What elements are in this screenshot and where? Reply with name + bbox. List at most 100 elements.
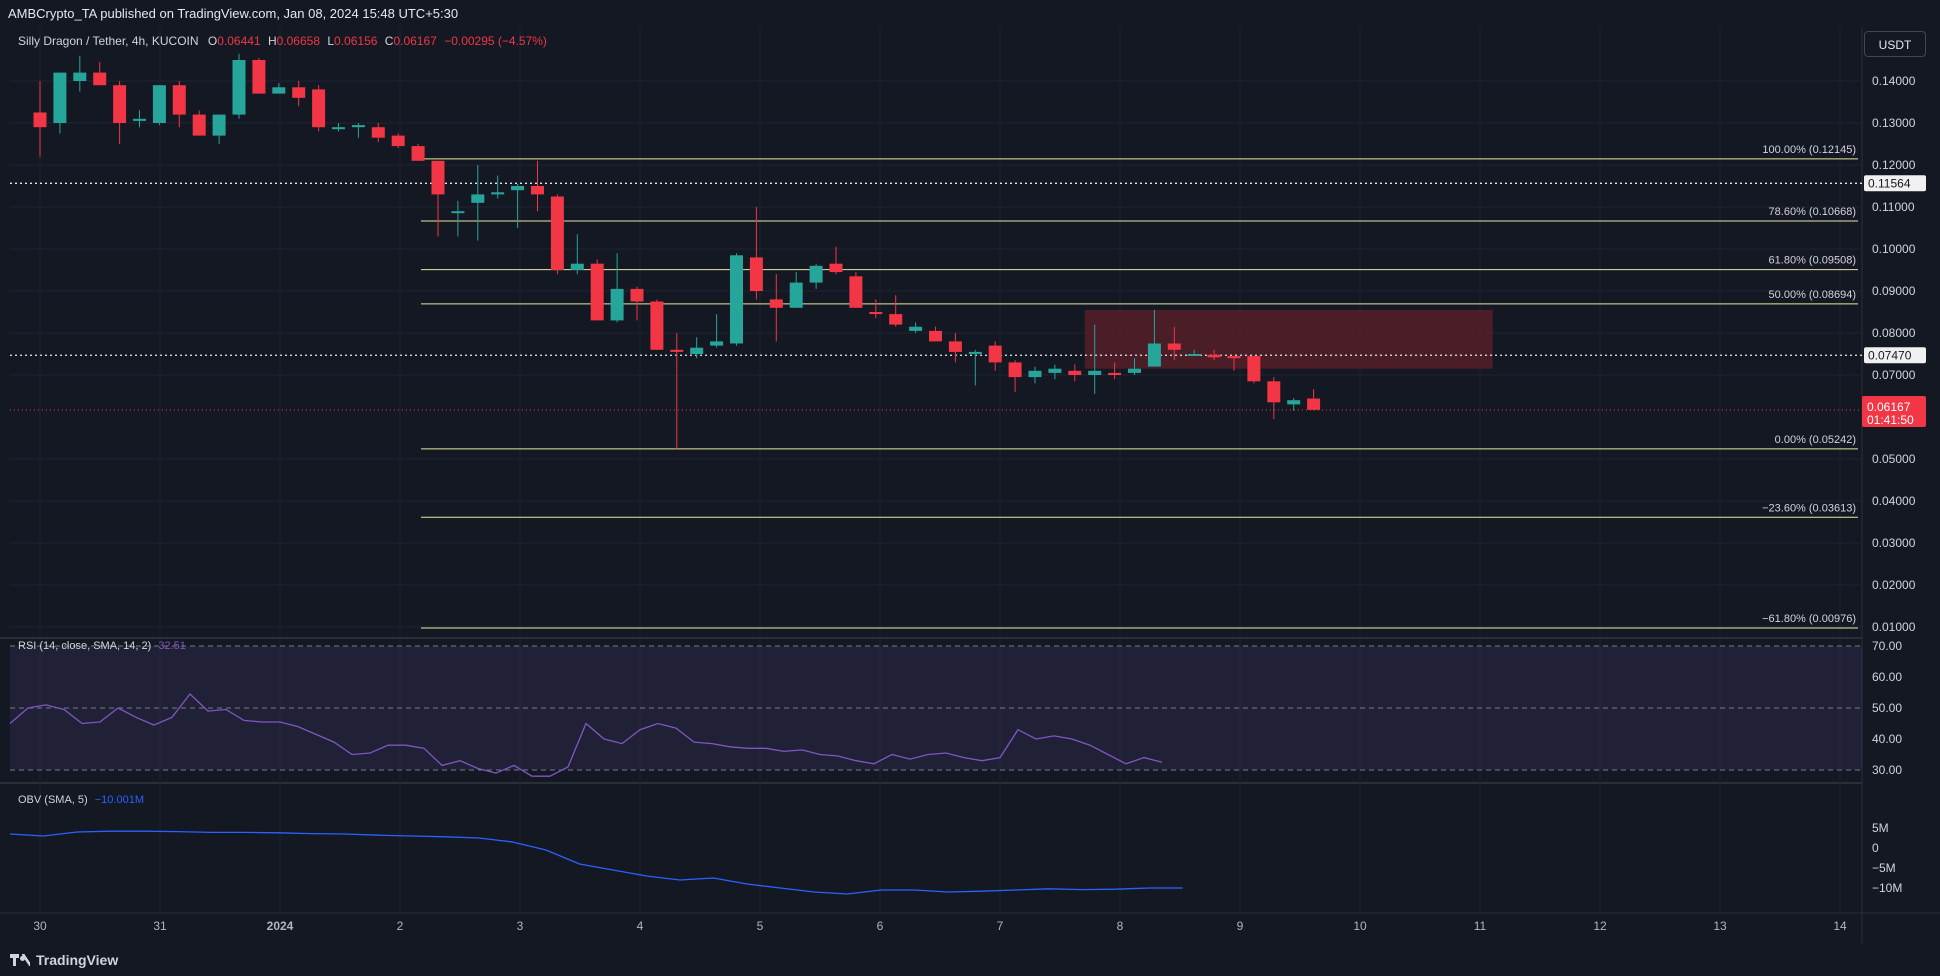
candle-body <box>968 351 982 354</box>
time-tick-label: 9 <box>1237 919 1244 933</box>
fib-level-label: 50.00% (0.08694) <box>1769 289 1856 301</box>
candle-body <box>471 194 485 203</box>
candle-body <box>1307 398 1321 410</box>
candle-body <box>809 265 823 283</box>
candle-body <box>511 186 525 191</box>
candle-body <box>1088 370 1102 375</box>
candle-body <box>491 192 505 195</box>
rsi-pane <box>9 645 1862 777</box>
candle-body <box>152 85 166 123</box>
fib-level-label: −61.80% (0.00976) <box>1762 613 1856 625</box>
price-tag-label: 0.07470 <box>1868 348 1912 362</box>
candle-body <box>570 263 584 270</box>
obv-pane <box>9 830 1183 895</box>
candle-body <box>730 255 743 344</box>
current-price-tag-bg <box>1862 395 1926 427</box>
open-label: O <box>208 34 217 48</box>
price-tick-label: 0.02000 <box>1872 578 1916 592</box>
currency-button[interactable]: USDT <box>1864 31 1926 57</box>
fib-level-label: 0.00% (0.05242) <box>1775 434 1856 446</box>
candle-body <box>849 276 863 308</box>
change-value: −0.00295 (−4.57%) <box>444 34 547 48</box>
candle-body <box>929 330 942 342</box>
time-tick-label: 2024 <box>267 919 294 933</box>
candle-body <box>351 125 365 128</box>
candle-body <box>1008 362 1022 378</box>
rsi-tick-label: 70.00 <box>1872 639 1902 653</box>
candle-body <box>670 349 684 352</box>
candle-body <box>1207 354 1221 358</box>
current-price-label: 0.06167 <box>1867 400 1911 414</box>
rsi-legend-name: RSI (14, close, SMA, 14, 2) <box>18 640 151 652</box>
price-tag-bg <box>1864 175 1926 192</box>
candle-body <box>212 114 226 136</box>
candle-body <box>531 186 544 195</box>
candle-body <box>292 87 306 98</box>
close-label: C <box>385 34 394 48</box>
candle-body <box>1028 370 1042 378</box>
time-tick-label: 8 <box>1117 919 1124 933</box>
close-value: 0.06167 <box>393 34 437 48</box>
brand-label: TradingView <box>36 952 119 968</box>
rsi-tick-label: 60.00 <box>1872 670 1902 684</box>
low-value: 0.06156 <box>334 34 378 48</box>
candle-body <box>371 127 385 138</box>
footer-bar: TradingView <box>0 944 1940 976</box>
legend: Silly Dragon / Tether, 4h, KUCOIN O0.064… <box>18 34 547 806</box>
candle-body <box>630 288 644 302</box>
price-tick-label: 0.07000 <box>1872 368 1916 382</box>
candle-body <box>1048 368 1062 373</box>
time-tick-label: 10 <box>1353 919 1367 933</box>
symbol-title: Silly Dragon / Tether, 4h, KUCOIN O0.064… <box>18 34 547 48</box>
candle-body <box>451 211 465 214</box>
tradingview-logo[interactable]: TradingView <box>10 952 118 968</box>
candle-body <box>431 160 445 195</box>
candle-body <box>1227 356 1241 359</box>
candle-body <box>272 87 286 94</box>
low-label: L <box>327 34 334 48</box>
candle-body <box>1167 343 1181 350</box>
time-tick-label: 2 <box>397 919 404 933</box>
price-tag-bg <box>1864 347 1926 364</box>
candle-body <box>710 341 724 346</box>
candle-body <box>1128 368 1141 373</box>
fib-level-label: −23.60% (0.03613) <box>1762 502 1856 514</box>
candle-body <box>1247 356 1261 382</box>
fib-level-label: 100.00% (0.12145) <box>1762 144 1856 156</box>
time-tick-label: 11 <box>1474 919 1487 933</box>
candle-body <box>1108 372 1122 375</box>
price-tick-label: 0.01000 <box>1872 620 1916 634</box>
time-tick-label: 7 <box>997 919 1004 933</box>
countdown-label: 01:41:50 <box>1867 413 1914 427</box>
candle-body <box>133 118 146 121</box>
fib-level-label: 78.60% (0.10668) <box>1769 206 1856 218</box>
candle-body <box>948 341 962 352</box>
candle-body <box>650 301 664 350</box>
time-tick-label: 14 <box>1833 919 1847 933</box>
candle-body <box>1147 343 1161 367</box>
candle-body <box>610 288 624 321</box>
candle-body <box>252 60 266 94</box>
publisher-line: AMBCrypto_TA published on TradingView.co… <box>8 6 459 21</box>
price-tick-label: 0.05000 <box>1872 452 1916 466</box>
time-tick-label: 31 <box>153 919 167 933</box>
candle-body <box>172 85 186 115</box>
open-value: 0.06441 <box>217 34 261 48</box>
candle-body <box>889 314 903 325</box>
publisher-bar: AMBCrypto_TA published on TradingView.co… <box>0 0 1940 28</box>
time-tick-label: 6 <box>877 919 884 933</box>
time-tick-label: 13 <box>1713 919 1727 933</box>
candle-body <box>1187 354 1201 356</box>
obv-legend-name: OBV (SMA, 5) <box>18 794 88 806</box>
rsi-tick-label: 40.00 <box>1872 732 1902 746</box>
candle-body <box>1267 381 1281 403</box>
price-tick-label: 0.14000 <box>1872 74 1916 88</box>
symbol-name: Silly Dragon / Tether, 4h, KUCOIN <box>18 34 199 48</box>
candle-body <box>869 312 883 315</box>
obv-line <box>9 830 1183 895</box>
high-label: H <box>268 34 277 48</box>
time-tick-label: 12 <box>1593 919 1607 933</box>
obv-tick-label: −5M <box>1872 861 1896 875</box>
